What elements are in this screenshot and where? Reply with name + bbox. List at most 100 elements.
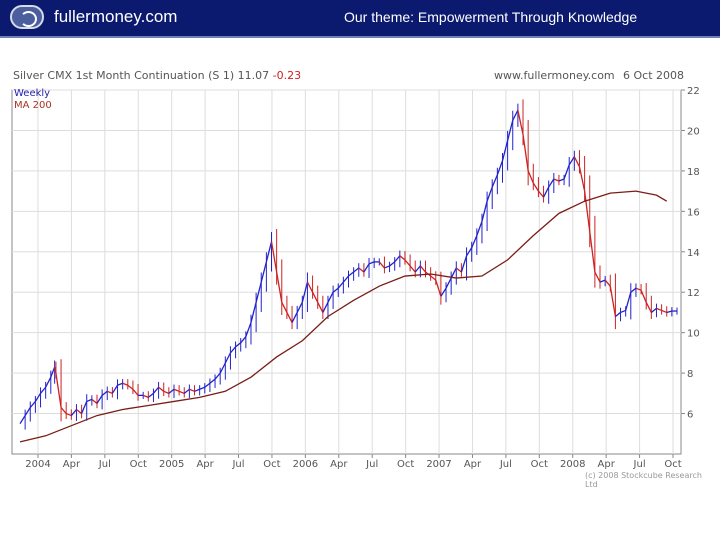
- price-segment: [275, 271, 283, 303]
- price-segment: [471, 235, 478, 248]
- price-segment: [491, 174, 498, 188]
- price-segment: [578, 166, 586, 192]
- price-segment: [183, 388, 190, 394]
- price-segment: [76, 409, 82, 415]
- price-segment: [537, 190, 545, 198]
- price-segment: [486, 186, 493, 202]
- price-segment: [80, 401, 88, 414]
- ma200-line: [19, 190, 668, 443]
- price-segment: [86, 398, 93, 403]
- price-segment: [245, 322, 252, 337]
- price-segment: [224, 352, 232, 364]
- price-segment: [604, 279, 611, 287]
- price-segment: [255, 281, 262, 303]
- price-chart: 22 20 18 16 14 12 10 8 6 2004 Apr Jul Oct 2005 Apr Jul O…: [11, 86, 700, 470]
- price-segment: [50, 366, 56, 378]
- plot-area: [11, 89, 682, 455]
- price-segment: [527, 170, 534, 184]
- price-segment: [127, 384, 134, 390]
- price-segment: [589, 231, 596, 273]
- price-segment: [286, 312, 293, 323]
- price-segment: [199, 386, 206, 390]
- price-segment: [414, 265, 421, 273]
- price-segment: [573, 156, 581, 168]
- price-segment: [194, 388, 200, 392]
- legend-ma200: MA 200: [14, 100, 52, 111]
- price-segment: [91, 398, 98, 404]
- price-segment: [512, 109, 519, 121]
- price-segment: [466, 247, 473, 257]
- price-segment: [548, 178, 555, 188]
- y-tick-label: 6: [687, 410, 693, 421]
- x-tick-label: Jul: [365, 459, 378, 470]
- price-segment: [281, 302, 288, 313]
- x-tick-label: Jul: [499, 459, 512, 470]
- price-segment: [404, 259, 411, 267]
- price-segment: [650, 307, 657, 313]
- price-segment: [389, 261, 396, 267]
- x-tick-label: 2007: [426, 459, 451, 470]
- x-tick-label: 2008: [560, 459, 585, 470]
- price-segment: [132, 388, 139, 396]
- price-segment: [419, 265, 426, 273]
- price-segment: [348, 271, 355, 277]
- price-segment: [635, 287, 642, 291]
- x-tick-label: Oct: [397, 459, 414, 470]
- chart-title-main: Silver CMX 1st Month Continuation (S 1) …: [13, 69, 270, 82]
- price-segment: [19, 415, 26, 425]
- price-segment: [178, 390, 185, 394]
- x-tick-label: Oct: [130, 459, 147, 470]
- price-segment: [445, 277, 452, 289]
- price-segment: [481, 201, 488, 222]
- price-segment: [563, 164, 570, 180]
- price-segment: [209, 378, 216, 384]
- price-segment: [65, 412, 72, 417]
- brand-name[interactable]: fullermoney.com: [54, 7, 178, 26]
- price-segment: [142, 394, 149, 398]
- price-segment: [522, 134, 529, 171]
- price-segment: [322, 302, 329, 313]
- price-segment: [219, 362, 226, 374]
- price-segment: [214, 372, 221, 380]
- price-segment: [204, 382, 211, 388]
- price-segment: [645, 302, 652, 313]
- price-segment: [553, 178, 560, 182]
- price-segment: [122, 382, 129, 386]
- y-tick-label: 12: [687, 288, 700, 299]
- price-segment: [558, 178, 565, 182]
- price-segment: [630, 287, 637, 293]
- price-segment: [460, 255, 468, 273]
- price-segment: [615, 311, 621, 317]
- price-segment: [34, 392, 42, 402]
- price-segment: [235, 342, 242, 348]
- x-tick-label: Oct: [263, 459, 280, 470]
- price-segment: [260, 261, 268, 283]
- x-tick-label: Apr: [330, 459, 348, 470]
- price-segment: [568, 156, 575, 166]
- x-tick-label: 2006: [293, 459, 318, 470]
- price-segment: [168, 388, 175, 394]
- x-tick-label: 2005: [159, 459, 184, 470]
- y-tick-label: 8: [687, 369, 693, 380]
- x-tick-label: Oct: [531, 459, 548, 470]
- price-segment: [60, 407, 67, 414]
- price-segment: [368, 261, 375, 265]
- logo-icon[interactable]: [10, 5, 44, 29]
- chart-copyright: (c) 2008 Stockcube Research Ltd: [585, 471, 702, 489]
- price-segment: [327, 291, 334, 303]
- price-segment: [163, 390, 170, 394]
- chart-title: Silver CMX 1st Month Continuation (S 1) …: [13, 69, 301, 82]
- price-segment: [70, 409, 77, 416]
- price-segment: [501, 140, 509, 161]
- price-segment: [532, 182, 539, 192]
- price-segment: [594, 271, 601, 283]
- price-segment: [55, 373, 62, 408]
- price-segment: [517, 110, 524, 135]
- price-segment: [96, 395, 103, 404]
- x-tick-label: Jul: [633, 459, 646, 470]
- y-tick-label: 22: [687, 86, 700, 97]
- price-segment: [265, 241, 273, 263]
- price-segment: [378, 261, 385, 269]
- price-segment: [332, 287, 339, 293]
- price-segment: [240, 336, 247, 344]
